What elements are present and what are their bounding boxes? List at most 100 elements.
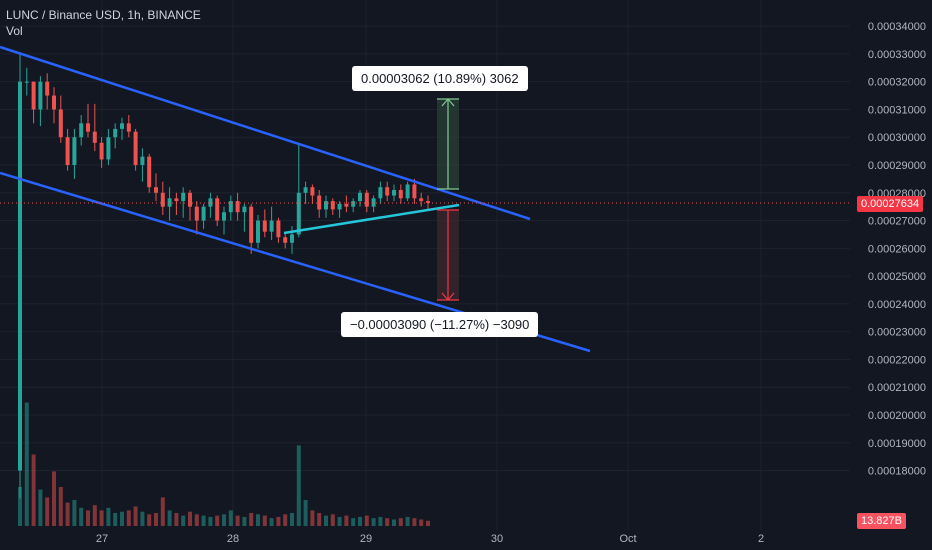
volume-bar xyxy=(249,513,254,526)
candle-body xyxy=(351,201,356,207)
candle-body xyxy=(86,123,90,132)
volume-bar xyxy=(235,515,240,526)
volume-bar xyxy=(18,487,22,526)
volume-bar xyxy=(99,510,104,526)
candle-body xyxy=(99,142,104,160)
candle-body xyxy=(290,234,294,243)
triangle-support-line xyxy=(283,203,460,235)
volume-bar xyxy=(86,510,90,526)
candle-body xyxy=(385,187,390,196)
volume-bar xyxy=(296,445,301,526)
y-tick-label: 0.00034000 xyxy=(868,21,926,33)
candle-body xyxy=(140,156,145,165)
candle-body xyxy=(222,212,226,221)
volume-bar xyxy=(262,515,267,526)
candle-body xyxy=(52,95,56,110)
candle-body xyxy=(38,81,43,110)
volume-bar xyxy=(317,513,322,526)
volume-bar xyxy=(419,519,424,526)
candle-body xyxy=(65,137,70,165)
volume-bar xyxy=(72,500,77,526)
candle-body xyxy=(215,198,220,221)
x-tick-label: 27 xyxy=(96,533,108,545)
y-tick-label: 0.00022000 xyxy=(868,354,926,366)
y-tick-label: 0.00024000 xyxy=(868,299,926,311)
y-tick-label: 0.00025000 xyxy=(868,271,926,283)
y-tick-label: 0.00030000 xyxy=(868,132,926,144)
volume-bar xyxy=(385,518,390,526)
volume-bar xyxy=(364,515,369,526)
volume-bar xyxy=(276,516,281,526)
volume-bar xyxy=(38,489,43,526)
volume-bar xyxy=(52,471,56,526)
y-tick-label: 0.00027000 xyxy=(868,216,926,228)
candle-body xyxy=(133,131,138,165)
volume-legend[interactable]: Vol xyxy=(6,24,23,38)
y-tick-label: 0.00019000 xyxy=(868,438,926,450)
volume-bar xyxy=(181,515,186,526)
candle-body xyxy=(201,206,206,221)
channel-upper-line xyxy=(0,45,531,221)
x-tick-label: 28 xyxy=(227,533,239,545)
candle-body xyxy=(358,192,362,202)
candle-body xyxy=(392,190,396,196)
candle-body xyxy=(276,220,281,238)
x-tick-label: 30 xyxy=(491,533,503,545)
volume-bar xyxy=(398,518,403,526)
volume-bar xyxy=(290,513,294,526)
candle-body xyxy=(249,206,254,243)
candle-body xyxy=(72,137,77,165)
y-tick-label: 0.00023000 xyxy=(868,327,926,339)
volume-bar xyxy=(154,513,158,526)
volume-bar xyxy=(337,516,342,526)
volume-bar xyxy=(79,507,84,526)
candle-body xyxy=(426,201,430,203)
candle-body xyxy=(235,201,240,213)
measure-up-label: 0.00003062 (10.89%) 3062 xyxy=(352,66,528,91)
volume-bar xyxy=(45,497,50,526)
candle-body xyxy=(147,156,152,188)
volume-bar xyxy=(31,454,36,526)
candle-body xyxy=(45,81,50,96)
volume-bar xyxy=(92,505,97,526)
volume-bar xyxy=(58,487,63,526)
candle-body xyxy=(242,206,247,213)
volume-bar xyxy=(242,516,247,526)
volume-bar xyxy=(256,514,260,526)
volume-bar xyxy=(412,518,417,526)
x-tick-label: Oct xyxy=(619,533,636,545)
candle-body xyxy=(167,198,172,207)
candle-body xyxy=(113,128,118,138)
candle-body xyxy=(120,123,124,129)
candle-body xyxy=(18,81,22,471)
volume-bar xyxy=(392,519,396,526)
candle-body xyxy=(283,237,288,243)
candle-body xyxy=(24,81,29,83)
candle-body xyxy=(419,198,424,202)
candle-body xyxy=(174,198,179,202)
y-tick-label: 0.00020000 xyxy=(868,410,926,422)
y-tick-label: 0.00026000 xyxy=(868,243,926,255)
y-tick-label: 0.00018000 xyxy=(868,466,926,478)
candle-body xyxy=(330,201,335,210)
y-tick-label: 0.00031000 xyxy=(868,104,926,116)
candle-body xyxy=(371,198,376,207)
candle-body xyxy=(181,192,186,202)
x-tick-label: 29 xyxy=(360,533,372,545)
candle-body xyxy=(31,81,36,110)
volume-bar xyxy=(106,507,111,526)
volume-bar xyxy=(310,510,315,526)
candle-body xyxy=(364,192,369,207)
y-tick-label: 0.00033000 xyxy=(868,49,926,61)
volume-bar xyxy=(120,511,124,526)
symbol-title[interactable]: LUNC / Binance USD, 1h, BINANCE xyxy=(6,8,201,22)
volume-bar xyxy=(160,497,165,526)
volume-bar xyxy=(283,514,288,526)
candle-body xyxy=(228,201,233,213)
volume-bar xyxy=(330,514,335,526)
candle-body xyxy=(262,220,267,232)
candle-body xyxy=(378,187,383,199)
volume-bar xyxy=(405,516,410,526)
